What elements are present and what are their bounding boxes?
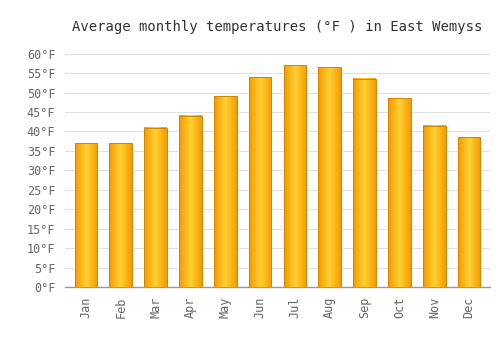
Bar bbox=[179, 116, 202, 287]
Bar bbox=[458, 137, 480, 287]
Bar bbox=[214, 97, 236, 287]
Bar bbox=[110, 143, 132, 287]
Bar bbox=[388, 98, 410, 287]
Bar bbox=[144, 127, 167, 287]
Bar bbox=[74, 143, 97, 287]
Bar bbox=[354, 79, 376, 287]
Title: Average monthly temperatures (°F ) in East Wemyss: Average monthly temperatures (°F ) in Ea… bbox=[72, 20, 482, 34]
Bar bbox=[423, 126, 446, 287]
Bar bbox=[284, 65, 306, 287]
Bar bbox=[249, 77, 272, 287]
Bar bbox=[318, 67, 341, 287]
